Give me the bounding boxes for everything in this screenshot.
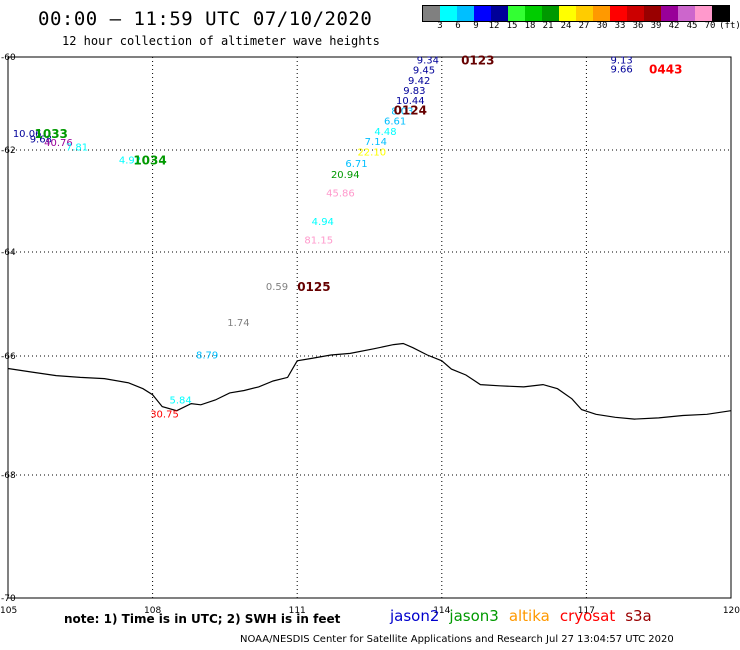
latitude-tick-label: -64	[1, 248, 16, 258]
map-grid	[7, 56, 732, 599]
legend-tick-label: 18	[524, 21, 536, 31]
longitude-tick-label: 108	[144, 606, 161, 616]
wave-height-label: 9.68	[30, 134, 52, 145]
wave-height-label: 4.94	[312, 217, 334, 228]
legend-swatch	[457, 6, 474, 21]
wave-height-label: 30.75	[150, 410, 179, 421]
legend-swatch	[440, 6, 457, 21]
legend-tick-label: 15	[506, 21, 518, 31]
legend-swatch	[644, 6, 661, 21]
latitude-tick-label: -62	[1, 146, 16, 156]
satellite-legend-s3a: s3a	[625, 607, 652, 625]
legend-tick-label: 12	[488, 21, 500, 31]
observation-labels: 9.349.459.429.8310.448.036.614.487.1422.…	[13, 55, 633, 420]
legend-tick-label: 36	[632, 21, 644, 31]
pass-time-label: 1034	[133, 154, 166, 168]
legend-swatch	[576, 6, 593, 21]
wave-height-label: 9.34	[417, 55, 439, 66]
pass-time-label: 0443	[649, 63, 682, 77]
pass-time-label: 0123	[461, 53, 494, 67]
credit-line: NOAA/NESDIS Center for Satellite Applica…	[240, 634, 674, 645]
wave-height-label: 9.13	[611, 55, 633, 66]
pass-time-label: 1033	[35, 127, 68, 141]
wave-height-label: 9.42	[408, 76, 430, 87]
legend-swatch	[508, 6, 525, 21]
legend-tick-label: 39	[650, 21, 662, 31]
wave-height-label: 22.10	[357, 148, 386, 159]
pass-time-label: 0124	[394, 104, 427, 118]
legend-tick-label: 27	[578, 21, 590, 31]
wave-height-label: 5.84	[169, 395, 191, 406]
longitude-tick-label: 111	[289, 606, 306, 616]
legend-tick-label: (ft)	[719, 21, 740, 31]
pass-time-labels: 0123 0124 0125 1033 1034 0443	[35, 53, 683, 293]
wave-height-label: 7.81	[66, 143, 88, 154]
satellite-legend-jason3: jason3	[449, 607, 499, 625]
legend-tick-label: 6	[455, 21, 461, 31]
legend-swatch	[661, 6, 678, 21]
latitude-tick-label: -68	[1, 471, 16, 481]
wave-height-label: 0.59	[266, 282, 288, 293]
legend-swatch	[678, 6, 695, 21]
latitude-tick-label: -66	[1, 352, 16, 362]
legend-swatch	[491, 6, 508, 21]
legend-swatch	[542, 6, 559, 21]
legend-tick-labels: 3 6 9 12 15 18 21 24 27 30 33 36 39 42 45 70 (ft)	[422, 21, 740, 35]
pass-time-label: 0125	[297, 280, 330, 294]
legend-swatch	[423, 6, 440, 21]
map-frame	[7, 56, 732, 599]
wave-height-label: 6.71	[345, 159, 367, 170]
legend-swatch	[610, 6, 627, 21]
satellite-legend-jason2: jason2	[390, 607, 440, 625]
wave-height-label: 8.79	[196, 350, 218, 361]
footer-note: note: 1) Time is in UTC; 2) SWH is in fe…	[64, 612, 341, 626]
longitude-tick-label: 120	[723, 606, 740, 616]
latitude-tick-label: -60	[1, 53, 16, 63]
legend-tick-label: 33	[614, 21, 626, 31]
wave-height-label: 9.66	[611, 65, 633, 76]
wave-height-color-legend	[422, 5, 730, 22]
legend-swatch	[559, 6, 576, 21]
wave-height-label: 9.83	[403, 86, 425, 97]
legend-swatch	[627, 6, 644, 21]
longitude-tick-label: 114	[433, 606, 450, 616]
legend-tick-label: 21	[542, 21, 554, 31]
legend-tick-label: 3	[437, 21, 443, 31]
legend-tick-label: 30	[596, 21, 608, 31]
legend-tick-label: 42	[668, 21, 680, 31]
map-title: 00:00 – 11:59 UTC 07/10/2020	[38, 8, 373, 30]
legend-tick-label: 9	[473, 21, 479, 31]
wave-height-label: 1.74	[227, 318, 249, 329]
satellite-legend-cryosat: cryosat	[559, 607, 616, 625]
satellite-legend: jason2 jason3 altika cryosat s3a	[390, 607, 652, 625]
wave-height-label: 45.86	[326, 188, 355, 199]
map-subtitle: 12 hour collection of altimeter wave hei…	[62, 34, 380, 48]
wave-height-label: 9.45	[413, 66, 435, 77]
wave-height-label: 81.15	[304, 235, 333, 246]
wave-height-label: 10.44	[396, 96, 425, 107]
legend-swatch	[593, 6, 610, 21]
legend-swatch	[712, 6, 729, 21]
latitude-tick-label: -70	[1, 594, 16, 604]
wave-height-label: 10.06	[13, 129, 42, 140]
satellite-legend-altika: altika	[508, 607, 550, 625]
wave-height-label: 7.14	[365, 137, 387, 148]
map-axes: 105 108 111 114 117 120 -60 -62 -64 -66 -68 -70	[0, 53, 740, 616]
wave-height-label: 6.61	[384, 117, 406, 128]
legend-swatch	[695, 6, 712, 21]
legend-tick-label: 45	[686, 21, 698, 31]
wave-height-label: 4.92	[119, 156, 141, 167]
longitude-tick-label: 117	[578, 606, 595, 616]
wave-height-label: 40.76	[44, 138, 73, 149]
antarctic-coastline	[7, 342, 732, 420]
legend-tick-label: 24	[560, 21, 572, 31]
longitude-tick-label: 105	[0, 606, 17, 616]
legend-swatch	[525, 6, 542, 21]
wave-height-label: 20.94	[331, 170, 360, 181]
wave-height-label: 4.48	[374, 127, 396, 138]
wave-height-label: 8.03	[391, 106, 413, 117]
legend-swatch	[474, 6, 491, 21]
legend-tick-label: 70	[704, 21, 716, 31]
